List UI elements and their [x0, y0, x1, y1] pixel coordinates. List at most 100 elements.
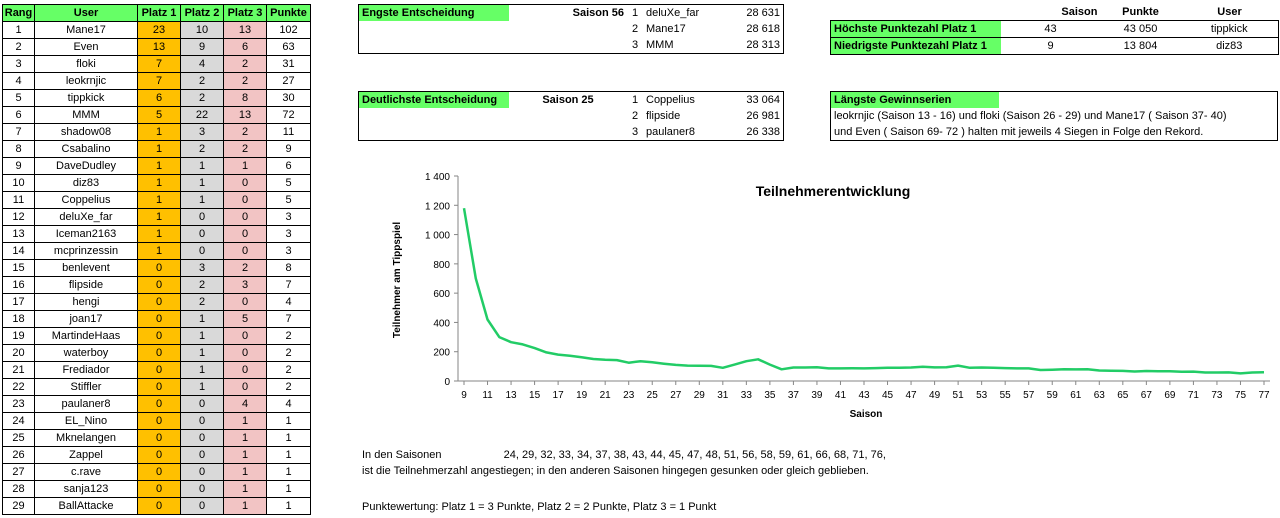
table-row: 2 Even 13 9 6 63 — [2, 38, 311, 56]
y-tick-label: 400 — [433, 318, 450, 329]
closest-user-1: deluXe_far — [646, 6, 700, 19]
highest-punkte: 43 050 — [1123, 22, 1158, 35]
table-row: 27 c.rave 0 0 1 1 — [2, 463, 311, 481]
punkte-cell: 6 — [266, 157, 311, 175]
user-cell: Stiffler — [34, 378, 138, 396]
platz3-cell: 13 — [223, 21, 267, 39]
records-header-punkte: Punkte — [1122, 5, 1159, 18]
rank-cell: 16 — [2, 276, 35, 294]
platz3-cell: 1 — [223, 480, 267, 498]
x-tick-label: 35 — [764, 390, 776, 401]
rank-cell: 18 — [2, 310, 35, 328]
platz1-cell: 1 — [137, 140, 181, 158]
punkte-cell: 2 — [266, 344, 311, 362]
rank-cell: 9 — [2, 157, 35, 175]
platz3-cell: 0 — [223, 344, 267, 362]
user-cell: flipside — [34, 276, 138, 294]
rank-cell: 22 — [2, 378, 35, 396]
platz2-cell: 1 — [180, 378, 224, 396]
platz3-cell: 1 — [223, 429, 267, 447]
platz2-cell: 3 — [180, 259, 224, 277]
platz2-cell: 10 — [180, 21, 224, 39]
x-tick-label: 27 — [670, 390, 682, 401]
chart-x-axis: 9 11 13 15 17 19 21 23 25 27 29 31 33 35 37 39 41 43 45 47 4… — [458, 380, 1270, 401]
user-cell: Iceman2163 — [34, 225, 138, 243]
platz3-cell: 1 — [223, 157, 267, 175]
user-cell: floki — [34, 55, 138, 73]
ranking-table: Rang User Platz 1 Platz 2 Platz 3 Punkte… — [2, 4, 311, 515]
punkte-cell: 1 — [266, 446, 311, 464]
platz1-cell: 13 — [137, 38, 181, 56]
platz2-cell: 1 — [180, 310, 224, 328]
rank-cell: 21 — [2, 361, 35, 379]
platz3-cell: 0 — [223, 225, 267, 243]
punkte-cell: 72 — [266, 106, 311, 124]
ranking-body: 1 Mane17 23 10 13 102 2 Even 13 9 6 63 3 floki 7 4 2 31 4 l… — [2, 21, 311, 515]
platz3-cell: 2 — [223, 140, 267, 158]
header-platz1: Platz 1 — [137, 4, 181, 22]
platz2-cell: 0 — [180, 395, 224, 413]
chart-x-label: Saison — [850, 409, 883, 420]
rank-cell: 29 — [2, 497, 35, 515]
platz1-cell: 0 — [137, 412, 181, 430]
rank-cell: 23 — [2, 395, 35, 413]
platz1-cell: 23 — [137, 21, 181, 39]
table-row: 9 DaveDudley 1 1 1 6 — [2, 157, 311, 175]
x-tick-label: 23 — [623, 390, 635, 401]
x-tick-label: 65 — [1117, 390, 1129, 401]
records-header-saison: Saison — [1061, 5, 1098, 18]
rank-cell: 15 — [2, 259, 35, 277]
x-tick-label: 11 — [482, 390, 493, 401]
chart-y-axis: 0 200 400 600 800 1 000 1 200 1 400 — [425, 172, 459, 388]
table-row: 25 Mknelangen 0 0 1 1 — [2, 429, 311, 447]
platz1-cell: 7 — [137, 55, 181, 73]
user-cell: Zappel — [34, 446, 138, 464]
punkte-cell: 4 — [266, 395, 311, 413]
platz3-cell: 1 — [223, 446, 267, 464]
clearest-points-1: 33 064 — [746, 93, 780, 106]
rank-cell: 14 — [2, 242, 35, 260]
rank-cell: 5 — [2, 89, 35, 107]
x-tick-label: 33 — [741, 390, 753, 401]
rank-cell: 4 — [2, 72, 35, 90]
platz3-cell: 0 — [223, 378, 267, 396]
increase-seasons: 24, 29, 32, 33, 34, 37, 38, 43, 44, 45, … — [503, 449, 886, 461]
x-tick-label: 67 — [1141, 390, 1153, 401]
platz1-cell: 7 — [137, 72, 181, 90]
x-tick-label: 9 — [461, 390, 467, 401]
closest-place-1: 1 — [631, 6, 639, 19]
table-row: 19 MartindeHaas 0 1 0 2 — [2, 327, 311, 345]
punkte-cell: 102 — [266, 21, 311, 39]
user-cell: Frediador — [34, 361, 138, 379]
platz2-cell: 0 — [180, 208, 224, 226]
highest-saison: 43 — [1044, 22, 1057, 35]
streaks-title: Längste Gewinnserien — [831, 92, 999, 108]
user-cell: Csabalino — [34, 140, 138, 158]
rank-cell: 10 — [2, 174, 35, 192]
x-tick-label: 71 — [1188, 390, 1200, 401]
header-platz3: Platz 3 — [223, 4, 267, 22]
clearest-user-3: paulaner8 — [646, 125, 695, 138]
increase-label: In den Saisonen — [362, 449, 442, 461]
clearest-place-1: 1 — [631, 93, 639, 106]
rank-cell: 17 — [2, 293, 35, 311]
user-cell: sanja123 — [34, 480, 138, 498]
platz3-cell: 0 — [223, 327, 267, 345]
user-cell: Coppelius — [34, 191, 138, 209]
x-tick-label: 47 — [905, 390, 917, 401]
x-tick-label: 43 — [858, 390, 870, 401]
clearest-place-3: 3 — [631, 125, 639, 138]
platz3-cell: 4 — [223, 395, 267, 413]
platz3-cell: 0 — [223, 208, 267, 226]
platz1-cell: 0 — [137, 310, 181, 328]
platz2-cell: 4 — [180, 55, 224, 73]
platz2-cell: 3 — [180, 123, 224, 141]
platz3-cell: 2 — [223, 259, 267, 277]
platz1-cell: 1 — [137, 208, 181, 226]
platz2-cell: 0 — [180, 429, 224, 447]
ranking-header-row: Rang User Platz 1 Platz 2 Platz 3 Punkte — [2, 4, 311, 22]
closest-points-2: 28 618 — [746, 22, 780, 35]
platz2-cell: 0 — [180, 480, 224, 498]
y-tick-label: 0 — [444, 377, 450, 388]
x-tick-label: 19 — [576, 390, 588, 401]
